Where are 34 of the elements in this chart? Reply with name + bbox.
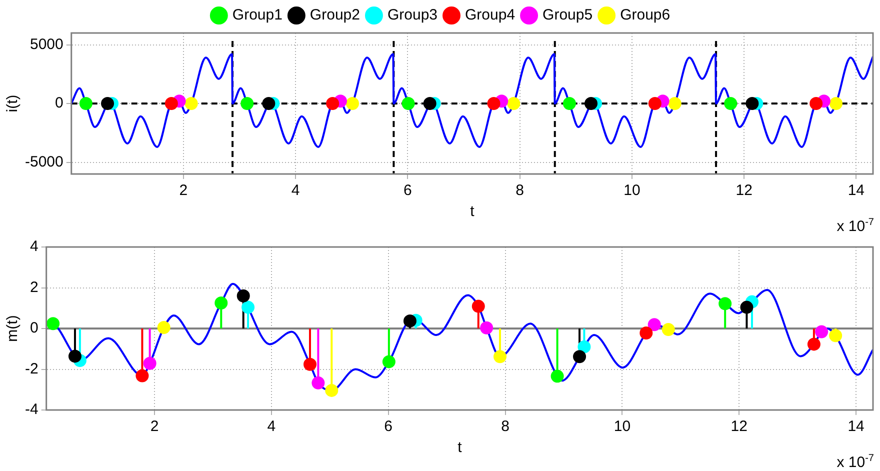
y-axis-title: m(t)	[4, 315, 22, 342]
x-tick-label: 4	[267, 418, 276, 436]
y-tick-label: 0	[30, 320, 38, 337]
legend-label: Group2	[310, 6, 360, 24]
legend-label: Group6	[620, 6, 670, 24]
y-tick-label: 4	[30, 238, 38, 256]
x-tick-label: 4	[291, 182, 300, 200]
y-tick-label: 0	[55, 94, 64, 112]
x-tick-label: 8	[516, 182, 524, 200]
x-tick-label: 10	[614, 418, 631, 436]
text: x 10$^{-7}$	[836, 453, 874, 471]
legend-label: Group4	[465, 6, 516, 24]
x-tick-label: 12	[730, 418, 748, 436]
legend-label: Group5	[542, 6, 593, 24]
x-tick-label: 12	[736, 182, 752, 200]
y-axis-title: i(t)	[4, 94, 22, 112]
x-tick-label: 14	[848, 418, 864, 436]
legend-label: Group3	[387, 6, 438, 24]
x-tick-label: 2	[179, 182, 188, 200]
x-tick-label: 6	[404, 182, 412, 200]
y-tick-label: -4	[24, 401, 38, 418]
legend-label: Group1	[232, 6, 282, 24]
x-axis-title: t	[458, 439, 463, 456]
x-tick-label: 8	[501, 418, 510, 436]
x-tick-label: 10	[624, 182, 640, 200]
y-tick-label: -2	[24, 360, 38, 378]
y-tick-label: -5000	[24, 153, 64, 170]
y-tick-label: 2	[30, 278, 38, 296]
x-axis-title: t	[470, 203, 476, 220]
text: x 10$^{-7}$	[836, 217, 874, 235]
x-tick-label: 14	[848, 182, 865, 200]
x-tick-label: 2	[150, 418, 159, 436]
y-tick-label: 5000	[30, 36, 64, 53]
x-tick-label: 6	[384, 418, 393, 436]
